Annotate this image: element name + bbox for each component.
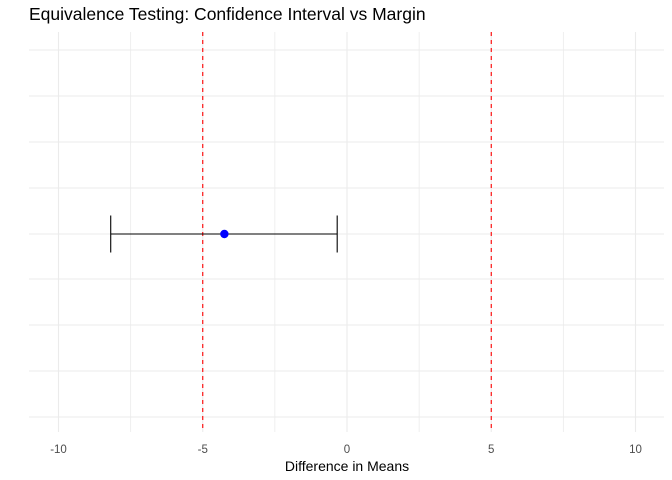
estimate-point — [220, 229, 229, 239]
margin-lines — [202, 32, 492, 432]
x-tick-label: 0 — [344, 444, 350, 456]
chart-title: Equivalence Testing: Confidence Interval… — [29, 4, 426, 24]
gridlines — [29, 32, 664, 432]
estimate-dot — [220, 229, 229, 239]
x-tick-label: 10 — [629, 444, 642, 456]
x-tick-label: -5 — [198, 444, 208, 456]
x-tick-label: -10 — [50, 444, 67, 456]
x-tick-label: 5 — [488, 444, 494, 456]
x-axis-ticks: -10 -5 0 5 10 — [50, 444, 642, 456]
x-axis-title: Difference in Means — [285, 458, 409, 474]
